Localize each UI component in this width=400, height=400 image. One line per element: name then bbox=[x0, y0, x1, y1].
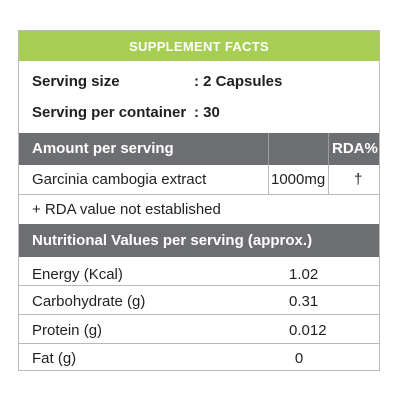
rda-footnote: + RDA value not established bbox=[32, 201, 221, 218]
column-divider bbox=[328, 165, 329, 195]
nutrient-name: Protein (g) bbox=[32, 322, 103, 339]
panel-title: SUPPLEMENT FACTS bbox=[19, 31, 379, 61]
nutrient-name: Fat (g) bbox=[32, 350, 77, 367]
nutrient-value: 0 bbox=[294, 350, 304, 367]
nutritional-values-header: Nutritional Values per serving (approx.) bbox=[19, 224, 379, 257]
nutrient-name: Energy (Kcal) bbox=[32, 266, 123, 283]
nutritional-values-label: Nutritional Values per serving (approx.) bbox=[32, 232, 313, 249]
amount-per-serving-label: Amount per serving bbox=[32, 140, 174, 157]
nutrient-name: Carbohydrate (g) bbox=[32, 293, 146, 310]
ingredient-rda: † bbox=[354, 171, 363, 188]
supplement-facts-panel: SUPPLEMENT FACTS Serving size : 2 Capsul… bbox=[18, 30, 380, 371]
servings-per-container-label: Serving per container bbox=[32, 104, 187, 121]
column-divider bbox=[268, 133, 269, 165]
servings-per-container-value: : 30 bbox=[194, 104, 220, 121]
nutrient-value: 0.31 bbox=[289, 293, 319, 310]
ingredient-name: Garcinia cambogia extract bbox=[32, 171, 207, 188]
nutrient-value: 1.02 bbox=[289, 266, 319, 283]
column-divider bbox=[328, 133, 329, 165]
amount-per-serving-header: Amount per serving RDA% bbox=[19, 133, 379, 165]
nutrition-row: Fat (g) 0 bbox=[19, 343, 379, 370]
nutrition-row: Protein (g) 0.012 bbox=[19, 314, 379, 342]
serving-size-label: Serving size bbox=[32, 73, 120, 90]
serving-size-value: : 2 Capsules bbox=[194, 73, 283, 90]
rda-column-label: RDA% bbox=[332, 140, 378, 157]
nutrition-row: Carbohydrate (g) 0.31 bbox=[19, 285, 379, 313]
ingredient-row: Garcinia cambogia extract 1000mg † bbox=[19, 165, 379, 195]
ingredient-amount: 1000mg bbox=[271, 171, 326, 188]
column-divider bbox=[268, 165, 269, 195]
nutrition-row: Energy (Kcal) 1.02 bbox=[19, 257, 379, 285]
nutrient-value: 0.012 bbox=[289, 322, 327, 339]
